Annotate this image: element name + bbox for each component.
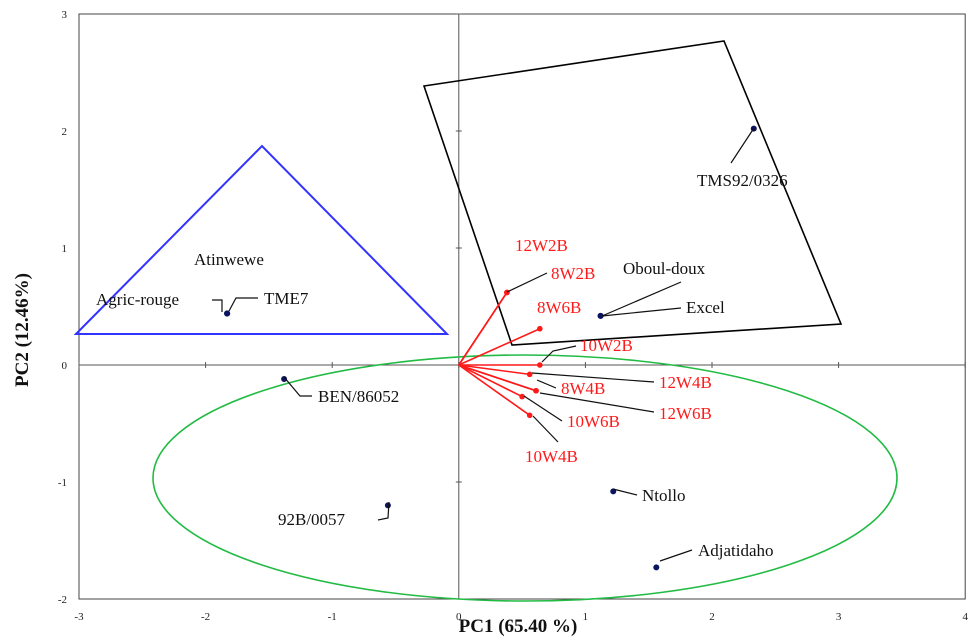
variable-vectors (458, 289, 543, 419)
leader-line-8W2B (506, 272, 548, 293)
leader-line-Agric-rouge (212, 299, 223, 312)
vector-tip-10W2B (537, 362, 543, 368)
genotype-point-Adjatidaho (653, 564, 660, 571)
y-tick-label: 0 (62, 360, 68, 372)
genotype-point-TME7 (224, 310, 231, 317)
leader-line-Adjatidaho (659, 549, 693, 562)
x-tick-label: -3 (74, 611, 84, 623)
vector-tip-10W4B (526, 412, 533, 419)
variable-label-10W2B: 10W2B (580, 336, 633, 355)
genotype-label-Ntollo: Ntollo (642, 486, 685, 505)
leader-line-10W6B (523, 395, 563, 422)
leader-line-12W4B (531, 372, 655, 383)
leader-line-10W4B (532, 415, 559, 443)
x-tick-label: 3 (836, 611, 842, 623)
vector-10W6B (458, 364, 523, 398)
cluster-ellipse (152, 354, 898, 602)
y-tick-label: 2 (62, 126, 68, 138)
x-tick-label: 1 (583, 611, 589, 623)
cluster-quadrilateral (422, 40, 843, 346)
leader-line-TME7 (228, 297, 258, 312)
vector-tip-10W6B (519, 393, 525, 400)
genotype-label-Excel: Excel (686, 298, 725, 317)
x-tick-label: 4 (962, 611, 968, 623)
genotype-label-Oboul-doux: Oboul-doux (623, 259, 706, 278)
genotype-label-Atinwewe: Atinwewe (194, 250, 264, 269)
leader-line-12W6B (539, 392, 655, 413)
cluster-triangle (73, 144, 450, 335)
leader-line-10W2B (541, 345, 577, 363)
plot-frame (78, 13, 966, 600)
vector-12W6B (458, 364, 537, 392)
variable-label-12W4B: 12W4B (659, 373, 712, 392)
genotype-point-Excel (597, 312, 604, 319)
x-axis-label: PC1 (65.40 %) (459, 616, 578, 637)
variable-label-10W6B: 10W6B (567, 412, 620, 431)
genotype-point-92B/0057 (384, 502, 391, 509)
variable-label-8W4B: 8W4B (561, 379, 605, 398)
genotype-label-92B/0057: 92B/0057 (278, 510, 346, 529)
y-tick-label: 3 (62, 9, 68, 21)
vector-8W6B (458, 327, 541, 366)
axes (78, 13, 966, 600)
genotype-label-BEN/86052: BEN/86052 (318, 387, 399, 406)
vector-tip-12W4B (526, 371, 533, 378)
variable-label-8W2B: 8W2B (551, 264, 595, 283)
leader-line-Ntollo (612, 488, 638, 496)
y-axis-label: PC2 (12.46%) (12, 273, 33, 387)
leader-line-92B/0057 (377, 501, 390, 521)
x-tick-label: -2 (201, 611, 210, 623)
y-tick-label: -2 (58, 594, 67, 606)
variable-label-12W6B: 12W6B (659, 404, 712, 423)
variable-label-10W4B: 10W4B (525, 447, 578, 466)
group-shapes (73, 40, 898, 602)
genotype-label-TMS92/0326: TMS92/0326 (697, 171, 788, 190)
leader-line-8W4B (536, 379, 557, 389)
x-tick-label: -1 (328, 611, 337, 623)
genotype-label-Adjatidaho: Adjatidaho (698, 541, 774, 560)
leader-line-Oboul-doux (601, 281, 682, 317)
leader-line-Excel (601, 307, 682, 317)
plot-border (78, 13, 966, 600)
variable-label-8W6B: 8W6B (537, 298, 581, 317)
y-tick-label: -1 (58, 477, 67, 489)
leader-line-BEN/86052 (283, 376, 312, 397)
genotype-label-TME7: TME7 (264, 289, 309, 308)
vector-10W4B (458, 364, 531, 416)
x-tick-label: 2 (709, 611, 715, 623)
leader-line-TMS92/0326 (730, 127, 755, 164)
y-tick-label: 1 (62, 243, 68, 255)
vector-8W2B (458, 292, 508, 366)
point-labels: TMS92/0326 Oboul-doux Excel Atinwewe Agric-r… (96, 127, 788, 562)
vector-tip-8W6B (537, 325, 543, 332)
variable-label-12W2B: 12W2B (515, 236, 568, 255)
tick-labels: -3 -2 -1 0 1 2 3 4 -2 -1 0 1 2 3 (58, 9, 969, 623)
vector-tip-12W6B (533, 387, 539, 394)
genotype-point-BEN/86052 (281, 376, 288, 383)
genotype-label-Agric-rouge: Agric-rouge (96, 290, 179, 309)
x-tick-label: 0 (456, 611, 462, 623)
genotype-points (224, 125, 757, 571)
vector-12W4B (458, 364, 530, 376)
